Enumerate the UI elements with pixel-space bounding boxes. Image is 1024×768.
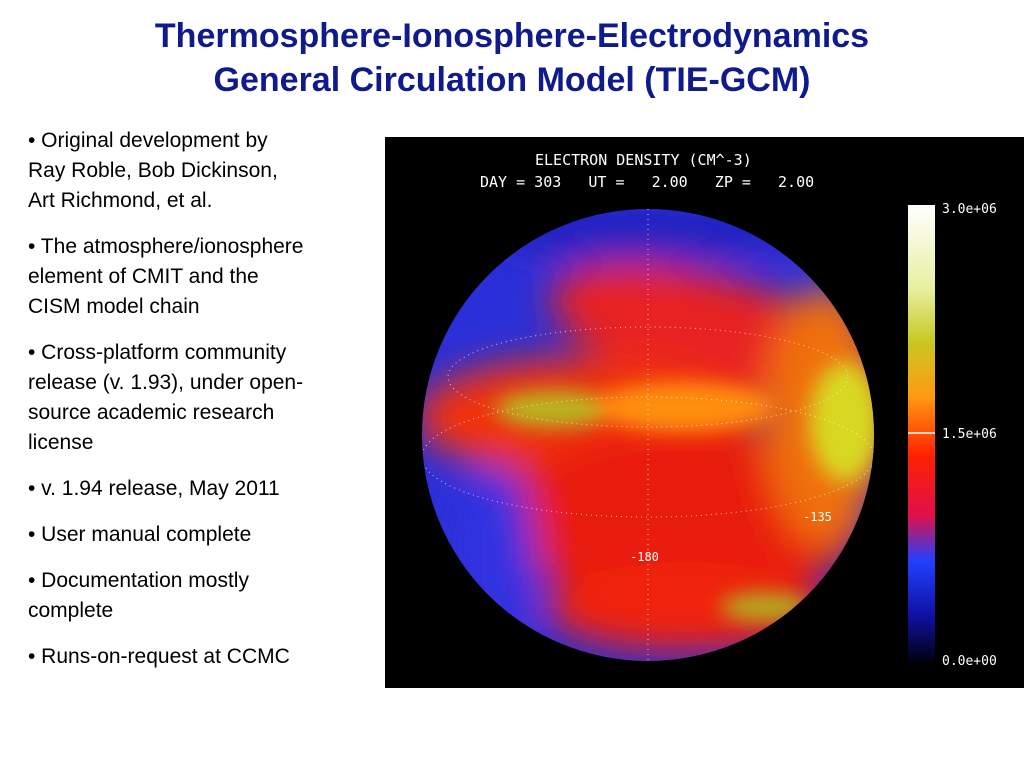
- bullet-line: element of CMIT and the: [28, 265, 259, 288]
- bullet-line: source academic research: [28, 401, 275, 424]
- bullet-line: • The atmosphere/ionosphere: [28, 235, 304, 258]
- bullet-list: • Original development by Ray Roble, Bob …: [28, 126, 378, 688]
- bullet-line: license: [28, 431, 94, 454]
- bullet: • Documentation mostly complete: [28, 566, 378, 626]
- bullet: • Cross-platform community release (v. 1.…: [28, 338, 378, 458]
- title-line: Thermosphere-Ionosphere-Electrodynamics: [154, 17, 870, 55]
- bullet-line: release (v. 1.93), under open-: [28, 371, 304, 394]
- bullet: • The atmosphere/ionosphere element of CM…: [28, 232, 378, 322]
- bullet-line: • User manual complete: [28, 523, 252, 546]
- bullet-line: • Cross-platform community: [28, 341, 287, 364]
- longitude-label: -135: [803, 510, 832, 524]
- bullet-line: • Original development by: [28, 129, 268, 152]
- bullet-line: CISM model chain: [28, 295, 200, 318]
- figure-title: ELECTRON DENSITY (CM^-3): [535, 151, 752, 169]
- bullet-line: • Runs-on-request at CCMC: [28, 645, 290, 668]
- colorbar-label: 0.0e+00: [942, 654, 997, 669]
- figure: ELECTRON DENSITY (CM^-3) DAY = 303 UT = …: [385, 137, 1024, 688]
- globe: [422, 209, 874, 661]
- bullet: • Original development by Ray Roble, Bob …: [28, 126, 378, 216]
- bullet: • User manual complete: [28, 520, 378, 550]
- bullet: • Runs-on-request at CCMC: [28, 642, 378, 672]
- colorbar-label: 1.5e+06: [942, 427, 997, 442]
- bullet-line: Art Richmond, et al.: [28, 189, 213, 212]
- colorbar-label: 3.0e+06: [942, 202, 997, 217]
- bullet: • v. 1.94 release, May 2011: [28, 474, 378, 504]
- longitude-label: -180: [630, 550, 659, 564]
- bullet-line: complete: [28, 599, 114, 622]
- bullet-line: • v. 1.94 release, May 2011: [28, 477, 280, 500]
- bullet-line: • Documentation mostly: [28, 569, 249, 592]
- title-line: General Circulation Model (TIE-GCM): [213, 61, 811, 99]
- bullet-line: Ray Roble, Bob Dickinson,: [28, 159, 278, 182]
- title: Thermosphere-Ionosphere-Electrodynamics …: [0, 14, 1024, 102]
- figure-subtitle: DAY = 303 UT = 2.00 ZP = 2.00: [480, 173, 814, 191]
